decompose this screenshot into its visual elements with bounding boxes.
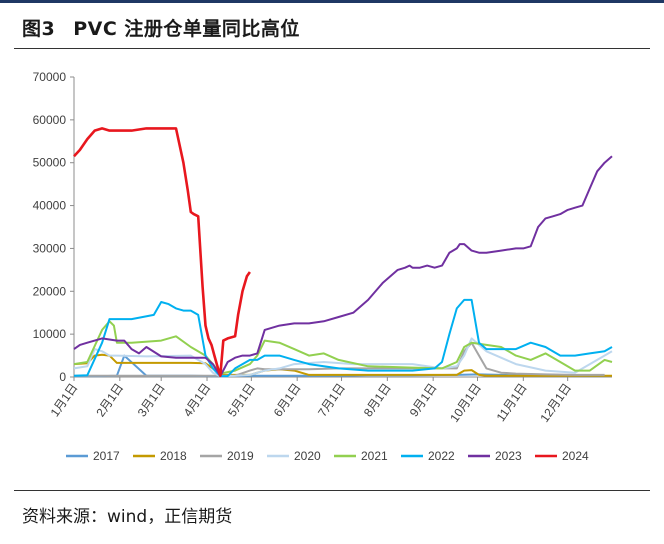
y-tick-label: 30000 xyxy=(33,241,67,255)
series-line-2020 xyxy=(73,337,613,378)
y-tick-label: 10000 xyxy=(33,327,67,341)
legend-label-2024: 2024 xyxy=(562,449,589,463)
series-line-2022 xyxy=(73,298,613,378)
series-line-2019 xyxy=(74,341,605,377)
x-tick-label: 2月1日 xyxy=(93,381,126,420)
legend-label-2021: 2021 xyxy=(361,449,388,463)
y-tick-label: 20000 xyxy=(33,284,67,298)
x-tick-label: 8月1日 xyxy=(361,381,394,420)
legend-label-2022: 2022 xyxy=(428,449,455,463)
legend-label-2019: 2019 xyxy=(227,449,254,463)
source-label: 资料来源： xyxy=(22,507,107,527)
series-line-2023 xyxy=(73,155,613,378)
y-tick-label: 0 xyxy=(59,370,66,384)
title-divider xyxy=(14,48,650,49)
x-tick-label: 10月1日 xyxy=(447,381,484,425)
source-text: wind，正信期货 xyxy=(107,507,233,527)
figure-title-text: PVC 注册仓单量同比高位 xyxy=(73,18,300,40)
x-tick-label: 11月1日 xyxy=(494,381,530,424)
series-line-2018 xyxy=(73,353,612,377)
source-divider xyxy=(14,490,650,491)
x-tick-label: 1月1日 xyxy=(48,381,81,420)
top-rule xyxy=(0,0,664,3)
y-tick-label: 50000 xyxy=(33,156,67,170)
series-line-2024 xyxy=(73,127,251,378)
x-tick-label: 3月1日 xyxy=(135,381,168,420)
legend-label-2020: 2020 xyxy=(294,449,321,463)
chart-canvas: 0 10000 20000 30000 40000 50000 60000 70000 1月1日… xyxy=(33,70,613,463)
x-tick-label: 9月1日 xyxy=(407,381,440,420)
chart-title: 图3 PVC 注册仓单量同比高位 xyxy=(22,14,300,41)
x-tick-label: 12月1日 xyxy=(537,381,574,425)
x-tick-label: 7月1日 xyxy=(315,381,348,420)
source-note: 资料来源：wind，正信期货 xyxy=(22,502,232,527)
x-tick-label: 4月1日 xyxy=(181,381,214,420)
y-tick-label: 60000 xyxy=(33,113,67,127)
x-tick-label: 6月1日 xyxy=(271,381,304,420)
x-tick-label: 5月1日 xyxy=(225,381,258,420)
figure-number: 图3 xyxy=(22,18,56,40)
y-tick-label: 70000 xyxy=(33,70,67,84)
series-line-2021 xyxy=(73,320,613,375)
legend-label-2017: 2017 xyxy=(93,449,120,463)
legend-label-2018: 2018 xyxy=(160,449,187,463)
y-tick-label: 40000 xyxy=(33,199,67,213)
legend-label-2023: 2023 xyxy=(495,449,522,463)
